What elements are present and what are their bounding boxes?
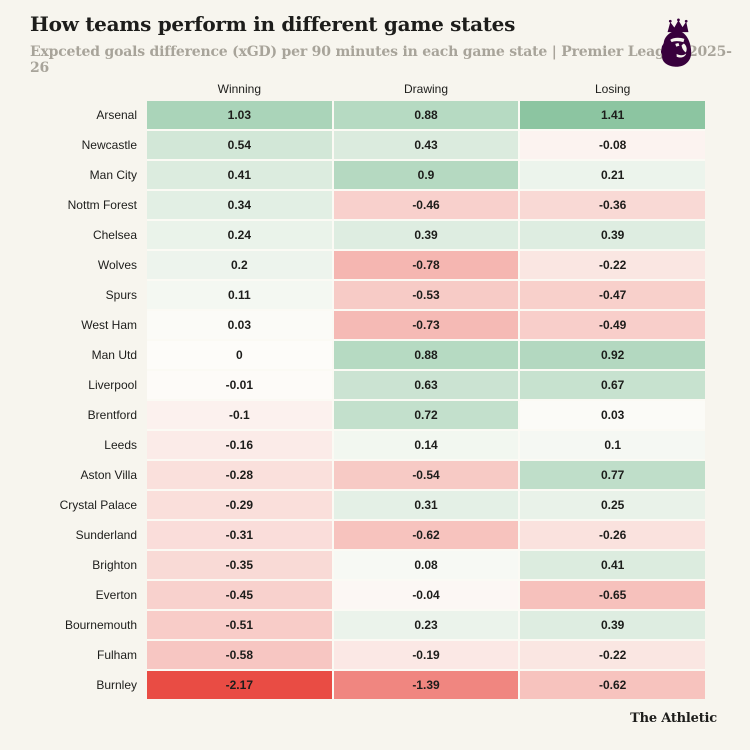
heat-cell: -0.65 xyxy=(520,581,705,609)
heat-cell: -0.04 xyxy=(333,581,519,609)
heat-cell: -0.53 xyxy=(333,281,519,309)
heat-cell: 0.41 xyxy=(520,551,705,579)
heat-cell: 0.72 xyxy=(333,401,519,429)
team-label: Man City xyxy=(89,168,137,182)
page-subtitle: Expceted goals difference (xGD) per 90 m… xyxy=(30,44,732,76)
heat-cell: -0.19 xyxy=(333,641,519,669)
heat-cell: -0.35 xyxy=(147,551,332,579)
heat-cell: 0.67 xyxy=(520,371,705,399)
heat-cell: 0.77 xyxy=(520,461,705,489)
heat-cell: 0.2 xyxy=(147,251,332,279)
heat-cell: 0.08 xyxy=(333,551,519,579)
heat-cell: -0.22 xyxy=(520,251,705,279)
team-label: Arsenal xyxy=(96,108,137,122)
team-label: Burnley xyxy=(96,678,137,692)
heat-cell: -0.08 xyxy=(520,131,705,159)
column-header-drawing: Drawing xyxy=(403,82,448,96)
heat-cell: 0.34 xyxy=(147,191,332,219)
team-label: Bournemouth xyxy=(64,618,137,632)
heat-cell: 0.31 xyxy=(333,491,519,519)
heat-cell: -0.26 xyxy=(520,521,705,549)
heat-cell: -0.51 xyxy=(147,611,332,639)
heat-cell: 0.43 xyxy=(333,131,519,159)
column-header-losing: Losing xyxy=(594,82,631,96)
heat-cell: -0.62 xyxy=(520,671,705,699)
heat-cell: -2.17 xyxy=(147,671,332,699)
page-title: How teams perform in different game stat… xyxy=(30,12,516,36)
team-label: Sunderland xyxy=(75,528,137,542)
heat-cell: 0.39 xyxy=(520,221,705,249)
column-header-winning: Winning xyxy=(217,82,261,96)
heat-cell: -0.31 xyxy=(147,521,332,549)
heat-cell: -0.1 xyxy=(147,401,332,429)
heat-cell: 0.39 xyxy=(333,221,519,249)
team-label: Leeds xyxy=(104,438,137,452)
xgd-heatmap-table: Arsenal Newcastle Man City Nottm Forest Chel… xyxy=(0,101,705,699)
heat-cell: 0.92 xyxy=(520,341,705,369)
heat-cell: -0.36 xyxy=(520,191,705,219)
premier-league-lion-icon xyxy=(660,18,692,67)
team-label: Man Utd xyxy=(91,348,137,362)
heat-cell: 0.88 xyxy=(333,101,519,129)
team-label: Brighton xyxy=(92,558,137,572)
team-label: Nottm Forest xyxy=(67,198,137,212)
heatmap-cells-grid: 1.03 0.88 1.41 0.54 0.43 -0.08 0.41 0.9 0.21 0.34… xyxy=(147,101,705,699)
heat-cell: 0.54 xyxy=(147,131,332,159)
heat-cell: 0.41 xyxy=(147,161,332,189)
heat-cell: 0.23 xyxy=(333,611,519,639)
heat-cell: 0.03 xyxy=(520,401,705,429)
heat-cell: -0.29 xyxy=(147,491,332,519)
heat-cell: -0.16 xyxy=(147,431,332,459)
heat-cell: -0.46 xyxy=(333,191,519,219)
heat-cell: -0.54 xyxy=(333,461,519,489)
column-headers: Winning Drawing Losing xyxy=(147,82,705,96)
heat-cell: 0.24 xyxy=(147,221,332,249)
heat-cell: 0.1 xyxy=(520,431,705,459)
team-label: Brentford xyxy=(87,408,137,422)
heat-cell: 0.21 xyxy=(520,161,705,189)
heat-cell: 0.9 xyxy=(333,161,519,189)
team-label: Newcastle xyxy=(81,138,137,152)
heat-cell: -0.45 xyxy=(147,581,332,609)
team-labels-column: Arsenal Newcastle Man City Nottm Forest Chel… xyxy=(0,101,147,699)
team-label: Crystal Palace xyxy=(59,498,137,512)
heat-cell: -0.28 xyxy=(147,461,332,489)
heat-cell: -0.58 xyxy=(147,641,332,669)
heat-cell: 0.14 xyxy=(333,431,519,459)
heat-cell: -0.62 xyxy=(333,521,519,549)
heat-cell: -1.39 xyxy=(333,671,519,699)
heat-cell: -0.47 xyxy=(520,281,705,309)
team-label: Fulham xyxy=(96,648,137,662)
heat-cell: 0 xyxy=(147,341,332,369)
the-athletic-brand: The Athletic xyxy=(630,711,717,726)
heat-cell: 0.88 xyxy=(333,341,519,369)
heat-cell: -0.73 xyxy=(333,311,519,339)
heat-cell: -0.01 xyxy=(147,371,332,399)
team-label: Everton xyxy=(95,588,137,602)
heat-cell: -0.49 xyxy=(520,311,705,339)
team-label: Wolves xyxy=(97,258,137,272)
team-label: Liverpool xyxy=(88,378,137,392)
team-label: West Ham xyxy=(81,318,137,332)
team-label: Spurs xyxy=(105,288,137,302)
team-label: Chelsea xyxy=(92,228,137,242)
heat-cell: 1.41 xyxy=(520,101,705,129)
heat-cell: -0.22 xyxy=(520,641,705,669)
heat-cell: 0.63 xyxy=(333,371,519,399)
heat-cell: 0.03 xyxy=(147,311,332,339)
heat-cell: 1.03 xyxy=(147,101,332,129)
heat-cell: 0.39 xyxy=(520,611,705,639)
heat-cell: 0.11 xyxy=(147,281,332,309)
heat-cell: 0.25 xyxy=(520,491,705,519)
heat-cell: -0.78 xyxy=(333,251,519,279)
team-label: Aston Villa xyxy=(80,468,137,482)
